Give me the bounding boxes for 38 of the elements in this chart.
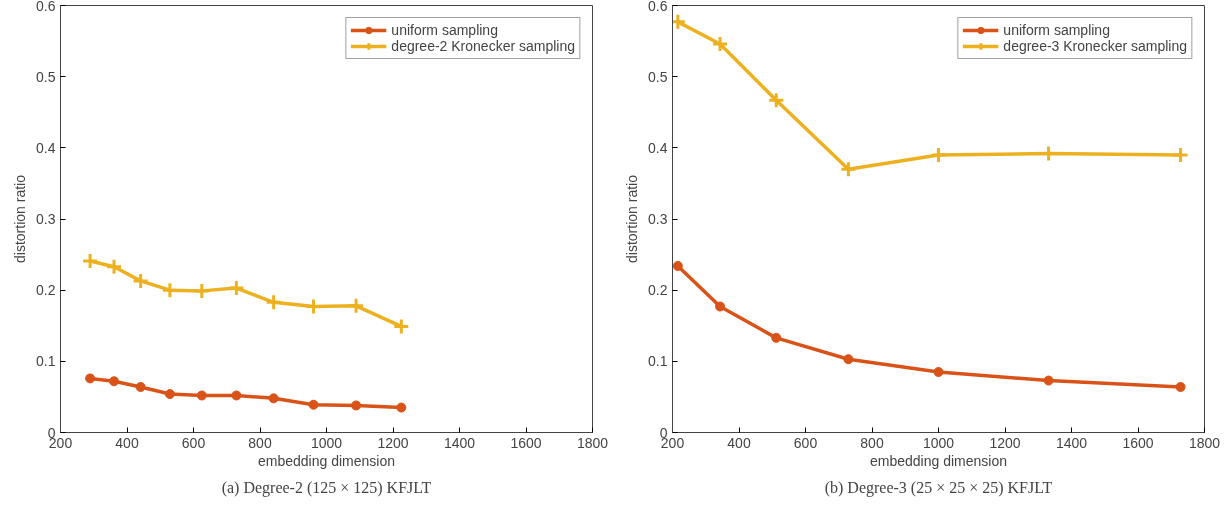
y-tick-label: 0.4 — [36, 139, 56, 156]
y-tick-label: 0.1 — [648, 353, 668, 370]
legend-label: uniform sampling — [391, 22, 498, 38]
y-tick-label: 0.2 — [36, 282, 56, 299]
y-tick-label: 0.5 — [648, 68, 668, 85]
x-tick-label: 600 — [793, 434, 818, 451]
x-tick-label: 400 — [115, 434, 139, 451]
y-tick-label: 0.3 — [648, 211, 668, 227]
y-axis-title: distortion ratio — [624, 174, 641, 263]
x-axis-title: embedding dimension — [258, 452, 395, 469]
y-tick-label: 0.3 — [36, 211, 56, 227]
x-tick-label: 1200 — [377, 434, 409, 451]
y-axis-title: distortion ratio — [12, 174, 29, 263]
x-tick-label: 400 — [727, 434, 751, 451]
x-tick-label: 800 — [248, 434, 272, 451]
x-tick-label: 1600 — [1122, 434, 1154, 451]
y-tick-label: 0.2 — [648, 282, 668, 299]
x-tick-label: 1400 — [443, 434, 476, 451]
x-tick-label: 800 — [860, 434, 884, 451]
y-tick-label: 0.5 — [36, 68, 56, 85]
y-tick-label: 0.6 — [36, 0, 56, 14]
x-tick-label: 1200 — [989, 434, 1021, 451]
y-tick-label: 0.1 — [36, 353, 56, 370]
y-tick-label: 0.4 — [648, 139, 668, 156]
legend-label: degree-3 Kronecker sampling — [1003, 38, 1187, 54]
x-tick-label: 1000 — [922, 434, 955, 451]
legend-label: uniform sampling — [1003, 22, 1110, 38]
x-tick-label: 1600 — [510, 434, 542, 451]
x-tick-label: 1400 — [1055, 434, 1088, 451]
x-tick-label: 1000 — [310, 434, 343, 451]
text: (b) Degree-3 (25 × 25 × 25) KFJLT — [824, 478, 1053, 497]
x-tick-label: 1800 — [1188, 434, 1221, 451]
y-tick-label: 0.6 — [648, 0, 668, 14]
x-tick-label: 1800 — [576, 434, 609, 451]
x-axis-title: embedding dimension — [870, 452, 1007, 469]
text: (a) Degree-2 (125 × 125) KFJLT — [221, 478, 432, 497]
legend-label: degree-2 Kronecker sampling — [391, 38, 575, 54]
x-tick-label: 600 — [181, 434, 206, 451]
